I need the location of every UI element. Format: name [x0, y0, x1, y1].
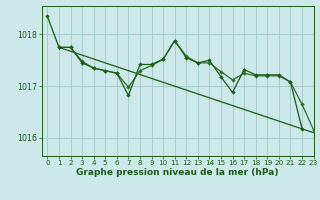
X-axis label: Graphe pression niveau de la mer (hPa): Graphe pression niveau de la mer (hPa)	[76, 168, 279, 177]
